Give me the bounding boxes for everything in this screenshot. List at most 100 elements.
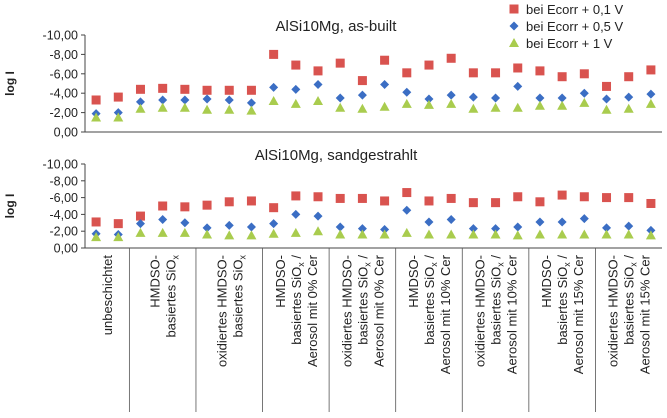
chart-title: AlSi10Mg, sandgestrahlt: [255, 147, 418, 164]
diamond-marker: [180, 218, 190, 228]
square-marker: [646, 65, 656, 75]
diamond-marker: [313, 211, 323, 221]
y-tick-label: -10,00: [43, 158, 78, 172]
triangle-marker: [623, 103, 634, 113]
triangle-marker: [313, 226, 324, 236]
triangle-marker: [446, 98, 457, 108]
diamond-marker: [158, 214, 168, 224]
triangle-marker: [290, 98, 301, 108]
diamond-marker: [491, 93, 501, 103]
category-label-line: oxidiertes HMDSO-: [214, 255, 229, 367]
triangle-marker: [113, 112, 124, 122]
square-marker: [513, 63, 523, 73]
diamond-marker: [491, 224, 501, 234]
diamond-marker: [446, 214, 456, 224]
y-tick-label: -6,00: [50, 67, 79, 81]
square-marker: [535, 197, 545, 207]
triangle-marker: [512, 230, 523, 240]
y-tick-label: -4,00: [50, 87, 79, 101]
square-marker: [468, 68, 478, 78]
category-labels: unbeschichtet HMDSO-basiertes SiOx oxidier…: [100, 254, 653, 374]
y-tick-label: 0,00: [54, 126, 78, 140]
square-marker: [113, 92, 123, 102]
triangle-marker: [601, 104, 612, 114]
diamond-marker: [646, 225, 656, 235]
y-axis-label: log I: [3, 71, 17, 96]
square-marker: [357, 193, 367, 203]
triangle-marker: [157, 227, 168, 237]
category-label-line: Aerosol mit 15% Cer: [638, 254, 653, 374]
square-marker: [158, 83, 168, 93]
diamond-marker: [246, 98, 256, 108]
diamond-marker: [402, 87, 412, 97]
category-label-line: oxidiertes HMDSO-: [339, 255, 354, 367]
square-marker: [491, 68, 501, 78]
square-marker: [202, 200, 212, 210]
diamond-marker: [646, 89, 656, 99]
y-axis-label: log I: [3, 194, 17, 219]
triangle-marker: [423, 229, 434, 239]
square-marker: [357, 76, 367, 86]
triangle-marker: [335, 102, 346, 112]
diamond-marker: [602, 223, 612, 233]
diamond-marker: [135, 219, 145, 229]
triangle-marker: [490, 229, 501, 239]
category-label-line: unbeschichtet: [100, 255, 115, 336]
diamond-marker: [269, 82, 279, 92]
triangle-marker: [91, 112, 102, 122]
square-marker: [491, 198, 501, 208]
diamond-marker: [335, 93, 345, 103]
diamond-marker: [424, 217, 434, 227]
diamond-marker: [446, 90, 456, 100]
square-marker: [313, 192, 323, 202]
category-label-line: Aerosol mit 10% Cer: [505, 254, 520, 374]
y-tick-label: -2,00: [50, 106, 79, 120]
diamond-marker: [202, 94, 212, 104]
y-tick-label: 0,00: [54, 242, 78, 256]
triangle-marker: [135, 103, 146, 113]
square-marker: [579, 192, 589, 202]
square-marker: [557, 72, 567, 82]
square-marker: [180, 84, 190, 94]
category-label-line: basiertes SiOx: [230, 255, 247, 338]
square-marker: [135, 84, 145, 94]
category-label-line: basiertes SiOx /: [355, 255, 372, 345]
triangle-marker: [290, 227, 301, 237]
square-marker: [224, 197, 234, 207]
triangle-marker: [623, 229, 634, 239]
diamond-marker: [335, 222, 345, 232]
triangle-marker: [135, 227, 146, 237]
square-marker: [291, 60, 301, 70]
chart-panel-as-built: AlSi10Mg, as-built log I -10,00 -8,00 -6,0…: [3, 18, 662, 140]
triangle-marker: [379, 229, 390, 239]
triangle-marker: [401, 227, 412, 237]
legend-label: bei Ecorr + 0,1 V: [526, 2, 624, 17]
triangle-marker: [423, 99, 434, 109]
triangle-marker: [246, 230, 257, 240]
y-tick-label: -8,00: [50, 48, 79, 62]
square-marker: [446, 53, 456, 63]
triangle-marker: [357, 229, 368, 239]
category-label-line: oxidiertes HMDSO-: [606, 255, 621, 367]
legend-label: bei Ecorr + 0,5 V: [526, 19, 624, 34]
square-marker: [224, 85, 234, 95]
square-marker: [313, 66, 323, 76]
diamond-marker: [535, 217, 545, 227]
square-marker: [402, 68, 412, 78]
chart-panel-sandgestrahlt: AlSi10Mg, sandgestrahlt log I -10,00 -8,0…: [3, 147, 662, 412]
square-marker: [291, 191, 301, 201]
diamond-marker: [509, 21, 519, 31]
triangle-marker: [512, 102, 523, 112]
category-label-line: HMDSO-: [148, 255, 163, 308]
triangle-marker: [335, 229, 346, 239]
triangle-marker: [579, 229, 590, 239]
diamond-marker: [269, 219, 279, 229]
square-marker: [402, 188, 412, 198]
triangle-marker: [601, 229, 612, 239]
square-marker: [535, 66, 545, 76]
category-label-line: basiertes SiOx /: [622, 255, 639, 345]
triangle-marker: [645, 230, 656, 240]
square-marker: [246, 196, 256, 206]
square-marker: [602, 193, 612, 203]
square-marker: [246, 85, 256, 95]
